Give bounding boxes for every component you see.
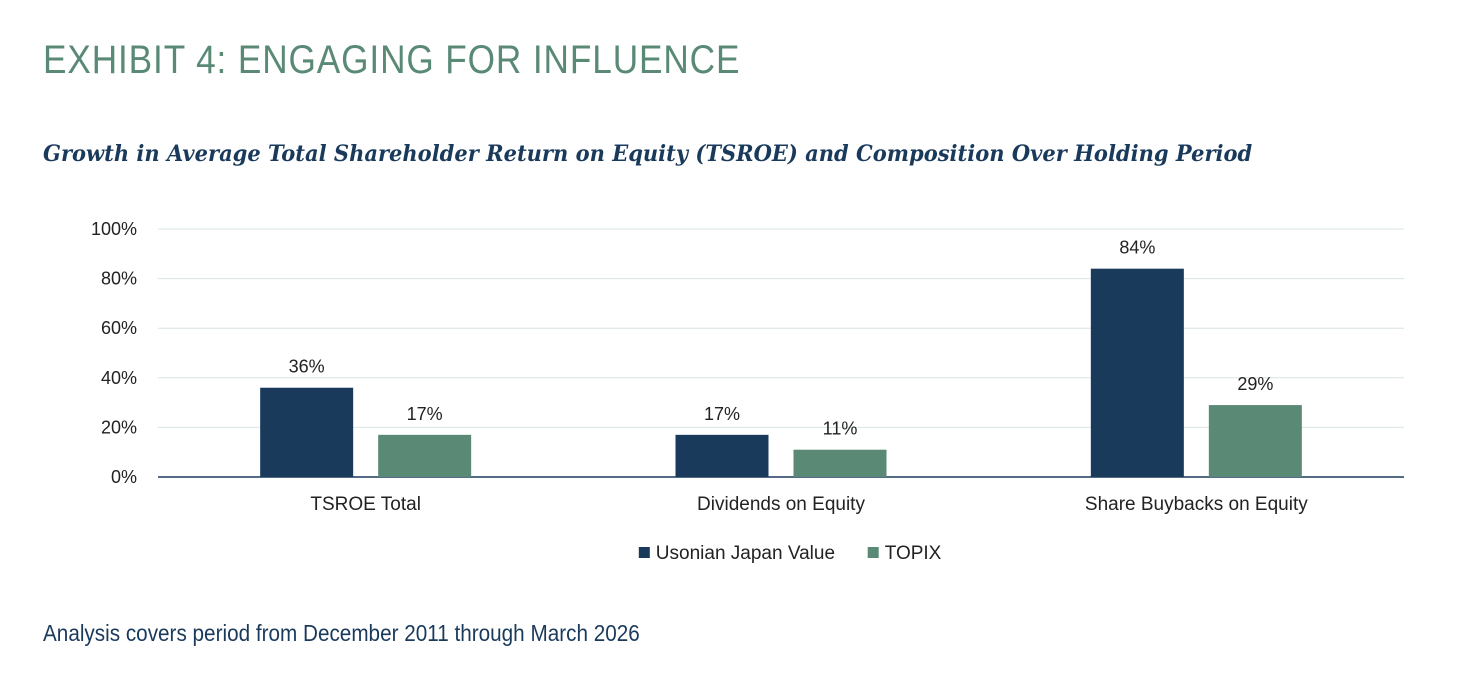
- bar-chart: 0% 20% 40% 60% 80% 100% 36% 17% 17% 11% 84% 29% TS…: [91, 219, 1404, 564]
- y-tick-label: 60%: [101, 318, 137, 338]
- legend-label: Usonian Japan Value: [656, 543, 835, 564]
- legend-label: TOPIX: [885, 543, 942, 564]
- footnote: Analysis covers period from December 201…: [43, 620, 640, 646]
- bar: [1090, 268, 1184, 477]
- data-label: 11%: [823, 419, 858, 439]
- y-tick-label: 0%: [111, 467, 137, 487]
- data-label: 17%: [704, 404, 740, 424]
- legend: Usonian Japan Value TOPIX: [638, 543, 942, 564]
- bar: [793, 449, 887, 477]
- bar: [378, 434, 472, 477]
- data-label: 84%: [1119, 238, 1155, 258]
- data-label: 29%: [1237, 374, 1273, 394]
- legend-swatch: [638, 547, 650, 558]
- data-labels: 36% 17% 17% 11% 84% 29%: [289, 238, 1274, 439]
- x-tick-label: TSROE Total: [310, 494, 421, 515]
- y-tick-label: 20%: [101, 417, 137, 437]
- data-label: 36%: [289, 357, 325, 377]
- y-tick-label: 100%: [91, 219, 137, 239]
- chart-title: Growth in Average Total Shareholder Retu…: [43, 141, 1253, 167]
- bar: [1208, 405, 1302, 477]
- y-tick-label: 40%: [101, 368, 137, 388]
- legend-swatch: [867, 547, 879, 558]
- data-label: 17%: [407, 404, 443, 424]
- x-tick-label: Dividends on Equity: [697, 494, 865, 515]
- exhibit-title: EXHIBIT 4: ENGAGING FOR INFLUENCE: [43, 38, 741, 82]
- y-axis-tick-labels: 0% 20% 40% 60% 80% 100%: [91, 219, 137, 487]
- bars: [260, 268, 1302, 477]
- bar: [675, 434, 769, 477]
- y-tick-label: 80%: [101, 269, 137, 289]
- gridlines: [158, 228, 1404, 478]
- bar: [260, 387, 354, 477]
- x-axis-category-labels: TSROE Total Dividends on Equity Share Buyb…: [310, 494, 1308, 515]
- x-tick-label: Share Buybacks on Equity: [1085, 494, 1308, 515]
